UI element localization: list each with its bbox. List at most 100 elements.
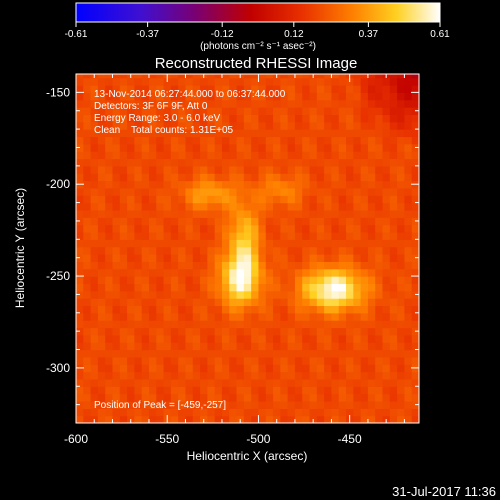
- heatmap-cell: [207, 400, 216, 409]
- heatmap-cell: [90, 99, 99, 108]
- heatmap-cell: [273, 224, 281, 233]
- heatmap-cell: [221, 276, 230, 284]
- heatmap-cell: [404, 254, 413, 262]
- heatmap-cell: [185, 415, 194, 423]
- heatmap-cell: [221, 327, 230, 336]
- heatmap-cell: [331, 209, 340, 218]
- heatmap-cell: [346, 217, 354, 226]
- heatmap-cell: [411, 129, 419, 138]
- heatmap-cell: [127, 92, 135, 101]
- heatmap-cell: [309, 180, 318, 189]
- heatmap-cell: [294, 378, 303, 387]
- heatmap-cell: [90, 129, 99, 138]
- heatmap-cell: [280, 371, 289, 380]
- heatmap-cell: [192, 173, 201, 182]
- heatmap-cell: [148, 298, 157, 307]
- heatmap-cell: [90, 202, 99, 211]
- heatmap-cell: [273, 92, 281, 101]
- heatmap-cell: [214, 239, 223, 248]
- heatmap-cell: [353, 129, 362, 138]
- heatmap-cell: [170, 268, 179, 277]
- heatmap-cell: [404, 158, 413, 167]
- heatmap-cell: [397, 217, 406, 226]
- heatmap-cell: [192, 239, 201, 248]
- heatmap-cell: [302, 386, 311, 395]
- heatmap-cell: [170, 400, 179, 409]
- heatmap-cell: [243, 371, 252, 380]
- heatmap-cell: [367, 327, 376, 336]
- heatmap-cell: [200, 114, 208, 123]
- heatmap-cell: [353, 136, 362, 145]
- heatmap-cell: [331, 415, 340, 423]
- heatmap-cell: [97, 334, 106, 343]
- heatmap-cell: [411, 165, 419, 174]
- heatmap-cell: [214, 114, 223, 123]
- heatmap-cell: [389, 415, 398, 423]
- heatmap-cell: [309, 254, 318, 262]
- heatmap-cell: [105, 202, 114, 211]
- heatmap-cell: [76, 195, 84, 204]
- heatmap-cell: [229, 99, 238, 108]
- heatmap-cell: [207, 114, 216, 123]
- heatmap-cell: [170, 231, 179, 240]
- heatmap-cell: [229, 298, 238, 307]
- heatmap-cell: [214, 121, 223, 130]
- heatmap-cell: [294, 209, 303, 218]
- heatmap-cell: [119, 283, 128, 292]
- heatmap-cell: [185, 371, 194, 380]
- heatmap-cell: [83, 408, 92, 417]
- heatmap-cell: [338, 209, 347, 218]
- heatmap-cell: [294, 143, 303, 152]
- heatmap-cell: [367, 254, 376, 262]
- heatmap-cell: [316, 320, 325, 329]
- heatmap-cell: [331, 121, 340, 130]
- heatmap-cell: [119, 143, 128, 152]
- heatmap-cell: [134, 165, 143, 174]
- heatmap-cell: [397, 334, 406, 343]
- heatmap-cell: [134, 334, 143, 343]
- heatmap-cell: [163, 276, 172, 284]
- heatmap-cell: [360, 114, 369, 123]
- heatmap-cell: [112, 136, 121, 145]
- heatmap-cell: [243, 393, 252, 402]
- heatmap-cell: [90, 231, 99, 240]
- heatmap-cell: [148, 136, 157, 145]
- heatmap-cell: [90, 173, 99, 182]
- heatmap-cell: [243, 298, 252, 307]
- heatmap-cell: [214, 202, 223, 211]
- heatmap-cell: [382, 312, 391, 321]
- heatmap-cell: [360, 283, 369, 292]
- heatmap-cell: [112, 342, 121, 351]
- heatmap-cell: [389, 342, 398, 351]
- heatmap-cell: [302, 107, 311, 116]
- heatmap-cell: [105, 327, 114, 336]
- colorbar-tick-label: -0.37: [136, 29, 159, 40]
- heatmap-cell: [200, 158, 208, 167]
- heatmap-cell: [324, 114, 333, 123]
- heatmap-cell: [382, 386, 391, 395]
- heatmap-cell: [316, 254, 325, 262]
- heatmap-cell: [221, 356, 230, 365]
- heatmap-cell: [353, 378, 362, 387]
- heatmap-cell: [258, 261, 267, 270]
- heatmap-cell: [163, 327, 172, 336]
- heatmap-cell: [112, 415, 121, 423]
- heatmap-cell: [404, 261, 413, 270]
- heatmap-cell: [331, 165, 340, 174]
- heatmap-cell: [331, 276, 340, 284]
- annotation-energy: Energy Range: 3.0 - 6.0 keV: [94, 113, 221, 124]
- heatmap-cell: [411, 114, 419, 123]
- heatmap-cell: [148, 393, 157, 402]
- heatmap-cell: [346, 320, 354, 329]
- heatmap-cell: [273, 77, 281, 86]
- heatmap-cell: [200, 180, 208, 189]
- heatmap-cell: [353, 239, 362, 248]
- heatmap-cell: [389, 107, 398, 116]
- heatmap-cell: [141, 209, 150, 218]
- heatmap-cell: [280, 290, 289, 299]
- heatmap-cell: [221, 99, 230, 108]
- heatmap-cell: [170, 107, 179, 116]
- heatmap-cell: [112, 209, 121, 218]
- heatmap-cell: [178, 327, 187, 336]
- heatmap-cell: [265, 356, 274, 365]
